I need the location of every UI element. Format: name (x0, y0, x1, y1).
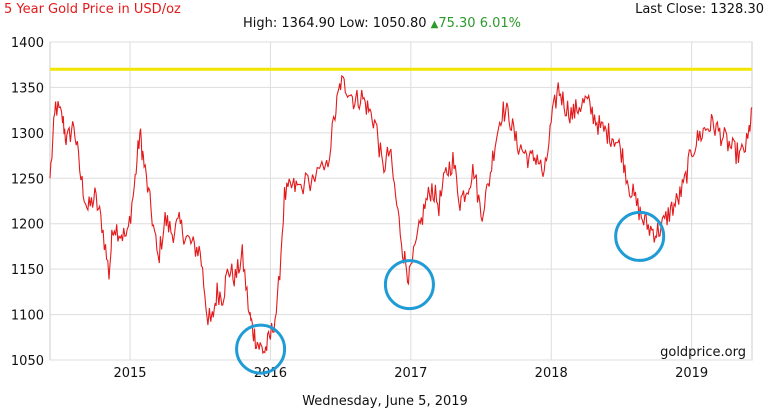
chart-title: 5 Year Gold Price in USD/oz (4, 2, 181, 17)
y-tick-label: 1100 (11, 309, 44, 324)
highlight-circle (383, 259, 435, 311)
y-tick-label: 1200 (11, 218, 44, 233)
y-tick-label: 1350 (11, 81, 44, 96)
highlight-circles (235, 210, 666, 375)
high-value: 1364.90 (281, 16, 336, 31)
price-line (49, 74, 753, 355)
y-tick-label: 1400 (11, 36, 44, 51)
low-label: Low: (339, 16, 369, 31)
x-tick-label: 2016 (254, 366, 287, 381)
change-value: 75.30 (438, 16, 476, 31)
price-stats: High: 1364.90 Low: 1050.80 ▲75.30 6.01% (243, 16, 521, 31)
y-tick-label: 1150 (11, 263, 44, 278)
x-tick-label: 2017 (394, 366, 427, 381)
x-axis-ticks: 2015 2016 2017 2018 2019 (113, 366, 708, 381)
y-tick-label: 1250 (11, 172, 44, 187)
chart-date: Wednesday, June 5, 2019 (302, 394, 468, 409)
highlight-circle (614, 210, 666, 262)
high-label: High: (243, 16, 278, 31)
last-close-value: 1328.30 (710, 2, 764, 17)
last-close: Last Close: 1328.30 (635, 2, 764, 17)
y-tick-label: 1300 (11, 127, 44, 142)
low-value: 1050.80 (372, 16, 427, 31)
up-arrow-icon: ▲ (430, 19, 439, 30)
last-close-label: Last Close: (635, 2, 707, 17)
watermark: goldprice.org (660, 345, 746, 360)
grid-lines (50, 41, 752, 361)
x-tick-label: 2019 (675, 366, 708, 381)
highlight-circle (235, 323, 287, 375)
y-tick-label: 1050 (11, 354, 44, 369)
x-tick-label: 2015 (113, 366, 146, 381)
change-percent: 6.01% (479, 16, 522, 31)
y-axis-ticks: 1050 1100 1150 1200 1250 1300 1350 1400 (11, 36, 44, 369)
x-tick-label: 2018 (535, 366, 568, 381)
plot-area (49, 41, 753, 361)
